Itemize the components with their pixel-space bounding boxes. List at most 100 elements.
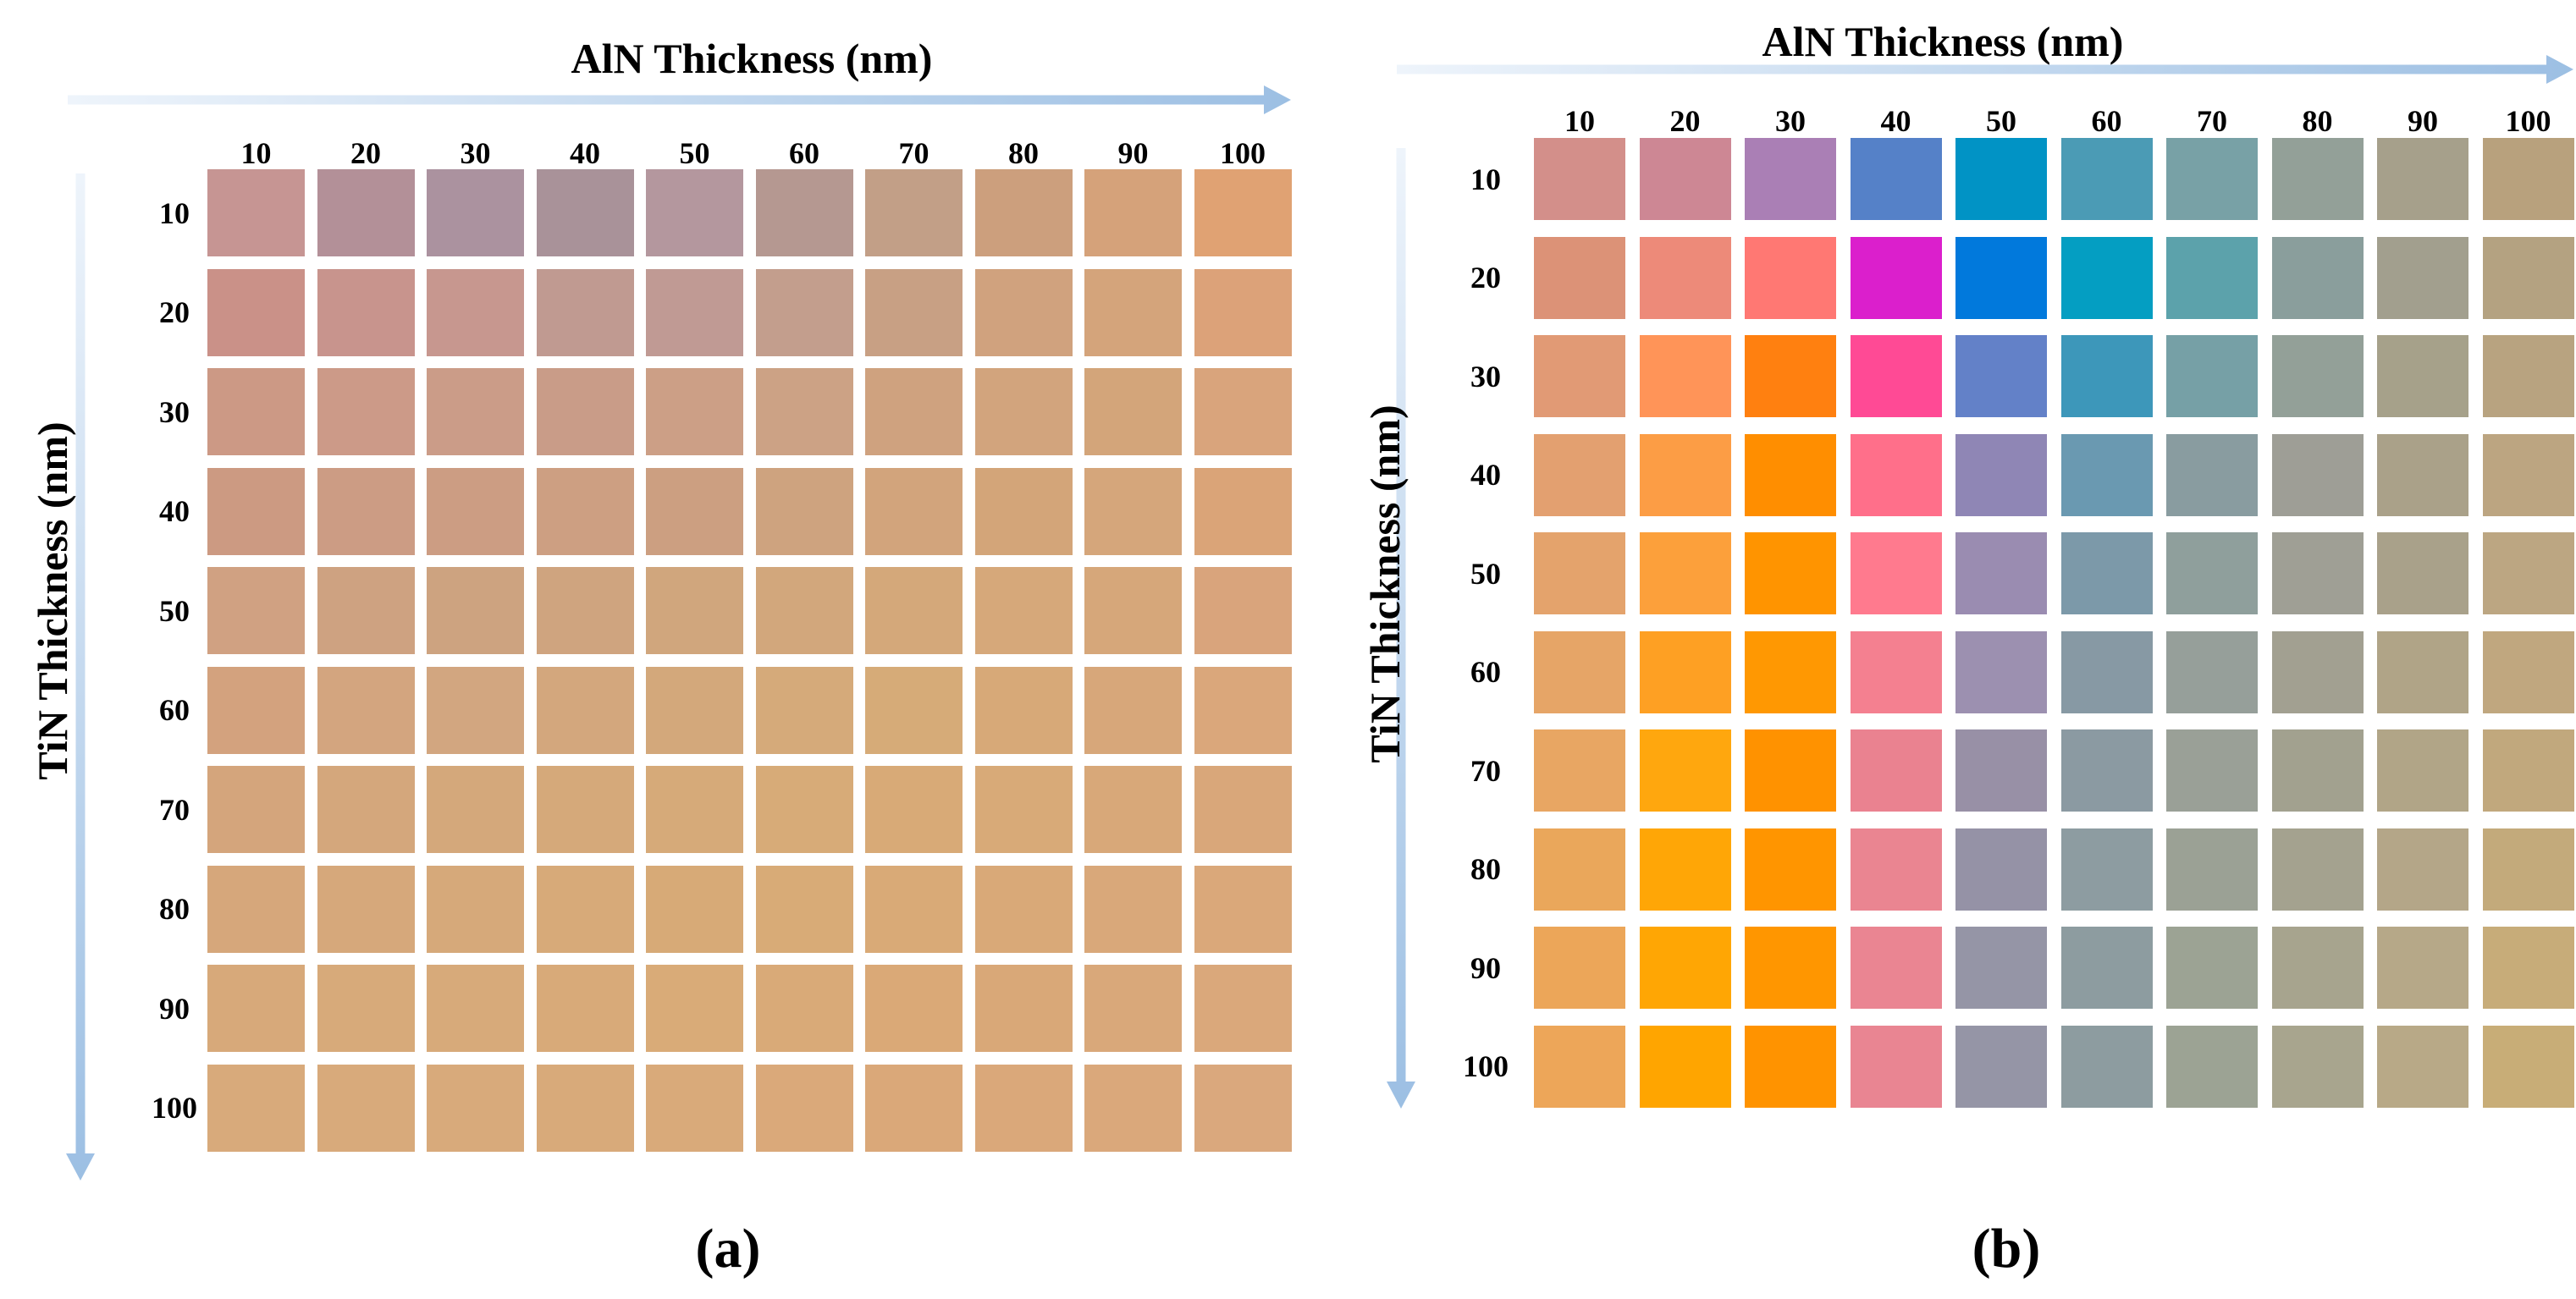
cell-tin-60-aln-40 (1850, 630, 1942, 713)
cell-tin-40-aln-10 (1534, 433, 1625, 516)
panel-a: AlN Thickness (nm) TiN Thickness (nm) (a… (29, 35, 1292, 1280)
cell-tin-50-aln-40 (1850, 532, 1942, 614)
cell-tin-60-aln-20 (317, 666, 415, 754)
y-tick-label: 20 (159, 295, 190, 329)
cell-tin-30-aln-80 (2271, 335, 2364, 417)
cell-tin-50-aln-80 (2271, 532, 2364, 614)
cell-tin-60-aln-30 (1745, 630, 1836, 713)
cell-tin-60-aln-100 (2482, 630, 2574, 713)
cell-tin-30-aln-20 (1639, 335, 1731, 417)
cell-tin-60-aln-80 (2271, 630, 2364, 713)
cell-tin-10-aln-30 (427, 169, 524, 256)
cell-tin-50-aln-60 (2060, 532, 2153, 614)
cell-tin-70-aln-50 (1955, 729, 2047, 812)
x-axis-arrow (66, 85, 1291, 1181)
cell-tin-60-aln-70 (2166, 630, 2258, 713)
cell-tin-20-aln-10 (1534, 236, 1625, 319)
cell-tin-20-aln-30 (427, 268, 524, 356)
cell-tin-10-aln-30 (1745, 138, 1836, 220)
cell-tin-50-aln-90 (1084, 567, 1182, 654)
cell-tin-100-aln-70 (2166, 1025, 2258, 1108)
cell-tin-90-aln-20 (1639, 927, 1731, 1009)
cell-tin-20-aln-30 (1745, 236, 1836, 319)
y-tick-label: 10 (159, 195, 190, 230)
cell-tin-10-aln-80 (974, 169, 1073, 256)
cell-tin-30-aln-50 (1955, 335, 2047, 417)
cell-tin-90-aln-100 (1194, 965, 1292, 1052)
x-tick-label: 30 (1775, 104, 1806, 138)
cell-tin-40-aln-50 (1955, 433, 2047, 516)
cell-tin-30-aln-40 (536, 368, 634, 455)
cell-tin-90-aln-30 (1745, 927, 1836, 1009)
x-tick-label: 70 (2197, 104, 2227, 138)
cell-tin-20-aln-80 (2271, 236, 2364, 319)
cell-tin-20-aln-40 (1850, 236, 1942, 319)
x-tick-label: 90 (2408, 104, 2438, 138)
cell-tin-90-aln-80 (974, 965, 1073, 1052)
cell-tin-20-aln-20 (317, 268, 415, 356)
cell-tin-70-aln-20 (317, 766, 415, 853)
x-tick-label: 10 (1564, 104, 1595, 138)
cell-tin-60-aln-90 (1084, 666, 1182, 754)
cell-tin-50-aln-20 (1639, 532, 1731, 614)
cell-tin-100-aln-90 (1084, 1064, 1182, 1152)
y-tick-label: 100 (1463, 1049, 1509, 1083)
cell-tin-80-aln-80 (974, 865, 1073, 953)
cell-tin-50-aln-60 (755, 567, 853, 654)
cell-tin-80-aln-10 (1534, 828, 1625, 911)
cell-tin-100-aln-100 (1194, 1064, 1292, 1152)
y-tick-label: 10 (1470, 162, 1501, 196)
y-tick-label: 90 (159, 991, 190, 1026)
cell-tin-60-aln-20 (1639, 630, 1731, 713)
cell-tin-30-aln-70 (2166, 335, 2258, 417)
cell-tin-40-aln-50 (646, 467, 743, 555)
cell-tin-50-aln-100 (2482, 532, 2574, 614)
cell-tin-60-aln-30 (427, 666, 524, 754)
x-tick-label: 100 (1220, 136, 1266, 170)
cell-tin-90-aln-20 (317, 965, 415, 1052)
cell-tin-90-aln-50 (646, 965, 743, 1052)
cell-tin-10-aln-60 (755, 169, 853, 256)
cell-tin-70-aln-30 (427, 766, 524, 853)
cell-tin-10-aln-80 (2271, 138, 2364, 220)
panel-caption: (a) (695, 1218, 761, 1280)
x-tick-label: 60 (2091, 104, 2122, 138)
cell-tin-10-aln-20 (1639, 138, 1731, 220)
cell-tin-50-aln-30 (427, 567, 524, 654)
cell-tin-80-aln-100 (2482, 828, 2574, 911)
x-tick-label: 50 (679, 136, 710, 170)
axis-arrows (1387, 55, 2573, 1109)
cell-tin-70-aln-20 (1639, 729, 1731, 812)
cell-tin-40-aln-70 (865, 467, 963, 555)
cell-tin-90-aln-40 (536, 965, 634, 1052)
cell-tin-70-aln-10 (1534, 729, 1625, 812)
cell-tin-70-aln-60 (2060, 729, 2153, 812)
cell-tin-10-aln-10 (1534, 138, 1625, 220)
cell-tin-100-aln-20 (1639, 1025, 1731, 1108)
cell-tin-40-aln-80 (2271, 433, 2364, 516)
cell-tin-30-aln-60 (2060, 335, 2153, 417)
y-tick-label: 30 (159, 394, 190, 429)
y-axis-arrow (66, 173, 95, 1181)
cell-tin-80-aln-70 (2166, 828, 2258, 911)
y-tick-label: 100 (152, 1091, 197, 1125)
x-axis-arrow (68, 85, 1291, 114)
cell-tin-90-aln-90 (1084, 965, 1182, 1052)
cell-tin-80-aln-40 (536, 865, 634, 953)
x-tick-label: 80 (1008, 136, 1039, 170)
y-tick-label: 80 (1470, 852, 1501, 886)
cell-tin-60-aln-100 (1194, 666, 1292, 754)
y-axis-title: TiN Thickness (nm) (1361, 405, 1409, 763)
cell-tin-50-aln-20 (317, 567, 415, 654)
y-axis-title: TiN Thickness (nm) (29, 421, 76, 780)
cell-tin-30-aln-30 (427, 368, 524, 455)
cell-tin-60-aln-80 (974, 666, 1073, 754)
cell-tin-10-aln-10 (207, 169, 305, 256)
cell-tin-40-aln-100 (2482, 433, 2574, 516)
cell-tin-70-aln-40 (1850, 729, 1942, 812)
y-tick-label: 70 (1470, 753, 1501, 788)
cell-tin-60-aln-50 (646, 666, 743, 754)
x-tick-label: 40 (570, 136, 600, 170)
cell-tin-30-aln-70 (865, 368, 963, 455)
cell-tin-40-aln-10 (207, 467, 305, 555)
